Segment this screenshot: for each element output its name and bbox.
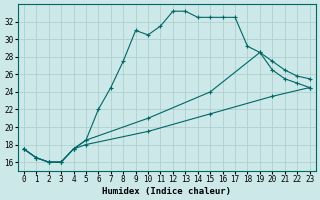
X-axis label: Humidex (Indice chaleur): Humidex (Indice chaleur) (102, 187, 231, 196)
